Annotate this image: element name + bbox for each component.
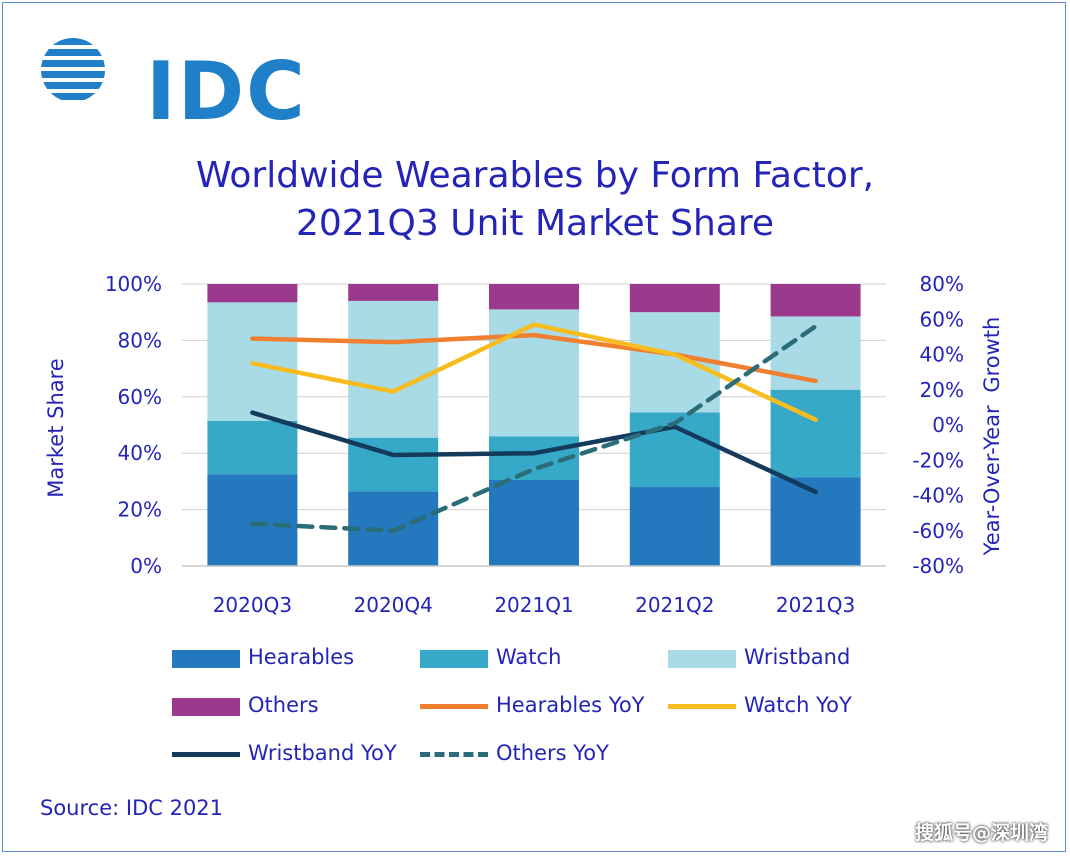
bar-hearables: [629, 487, 720, 566]
idc-logo: IDC: [38, 30, 305, 132]
y-tick-label-right: 20%: [920, 378, 964, 402]
line-wristband-yoy: [250, 410, 818, 495]
legend-label: Watch: [496, 645, 562, 669]
bar-hearables: [489, 479, 579, 566]
legend-line-swatch: [172, 752, 240, 757]
bar-others: [629, 284, 720, 313]
y-tick-label-left: 100%: [105, 272, 162, 296]
y-tick-label-right: 60%: [920, 307, 964, 331]
chart-subtitle: 2021Q3 Unit Market Share: [295, 203, 775, 244]
legend-label: Watch YoY: [744, 693, 852, 717]
y-tick-label-left: 0%: [130, 554, 162, 578]
bar-wristband: [489, 309, 579, 437]
y-tick-label-right: -60%: [912, 519, 964, 543]
bar-hearables: [207, 474, 298, 566]
x-tick-label: 2021Q3: [776, 593, 855, 617]
legend-line-swatch: [420, 704, 488, 709]
bar-others: [489, 284, 579, 310]
legend-label: Wristband YoY: [248, 741, 397, 765]
x-tick-label: 2021Q1: [494, 593, 573, 617]
bar-others: [348, 284, 439, 301]
y-tick-label-left: 80%: [118, 328, 162, 352]
legend-label: Hearables: [248, 645, 355, 669]
legend-label: Wristband: [744, 645, 851, 669]
legend-swatch: [172, 650, 240, 668]
legend-label: Others: [248, 693, 319, 717]
bar-watch: [207, 420, 298, 475]
legend-line-swatch: [668, 704, 736, 709]
bar-others: [207, 284, 298, 303]
y-tick-label-right: -80%: [912, 554, 964, 578]
line-hearables-yoy: [250, 332, 818, 384]
y-tick-label-right: -40%: [912, 484, 964, 508]
y-tick-label-right: -20%: [912, 448, 964, 472]
y-tick-label-left: 60%: [118, 385, 162, 409]
watermark: 搜狐号@深圳湾: [914, 822, 1048, 844]
legend-swatch: [172, 698, 240, 716]
bar-wristband: [348, 300, 439, 438]
legend-label: Hearables YoY: [496, 693, 645, 717]
legend-line-swatch: [420, 752, 488, 757]
legend-label: Others YoY: [496, 741, 609, 765]
source-note: Source: IDC 2021: [40, 796, 224, 820]
x-tick-label: 2020Q3: [213, 593, 292, 617]
line-watch-yoy: [250, 322, 818, 422]
x-tick-label: 2021Q2: [635, 593, 714, 617]
line-others-yoy: [250, 324, 818, 533]
chart-title: Worldwide Wearables by Form Factor,: [195, 155, 875, 196]
y-tick-label-right: 80%: [920, 272, 964, 296]
x-tick-label: 2020Q4: [354, 593, 433, 617]
idc-globe-icon: [41, 38, 105, 100]
y-tick-label-left: 40%: [118, 441, 162, 465]
legend-swatch: [420, 650, 488, 668]
bar-others: [770, 284, 861, 317]
logo-text: IDC: [146, 45, 307, 138]
y-tick-label-right: 0%: [932, 413, 964, 437]
y-tick-label-left: 20%: [118, 498, 162, 522]
y-tick-label-right: 40%: [920, 343, 964, 367]
legend-swatch: [668, 650, 736, 668]
